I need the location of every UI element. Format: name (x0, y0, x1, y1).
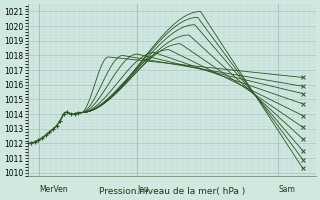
Text: Jeu: Jeu (137, 185, 149, 194)
Text: MerVen: MerVen (39, 185, 68, 194)
X-axis label: Pression niveau de la mer( hPa ): Pression niveau de la mer( hPa ) (99, 187, 245, 196)
Text: Sam: Sam (278, 185, 295, 194)
